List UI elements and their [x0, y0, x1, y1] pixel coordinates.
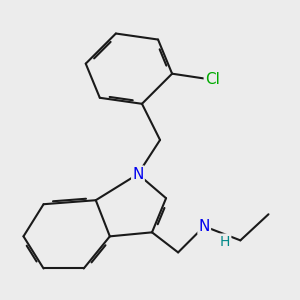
- Text: H: H: [220, 235, 230, 249]
- Text: N: N: [132, 167, 144, 182]
- Text: N: N: [199, 219, 210, 234]
- Text: Cl: Cl: [205, 72, 220, 87]
